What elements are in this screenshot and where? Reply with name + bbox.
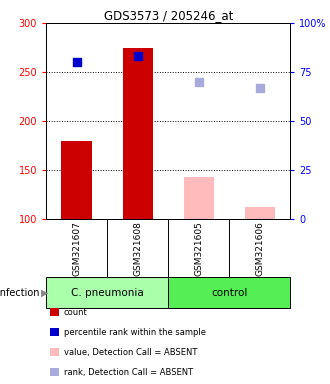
Point (135, 53, 140, 60)
Bar (61, 141, 92, 220)
Text: value, Detection Call = ABSENT: value, Detection Call = ABSENT (64, 348, 197, 357)
Text: control: control (211, 288, 248, 298)
Bar (245, 207, 275, 220)
Text: rank, Detection Call = ABSENT: rank, Detection Call = ABSENT (64, 367, 193, 377)
Bar (122, 48, 153, 220)
Text: GSM321605: GSM321605 (194, 221, 203, 276)
Text: count: count (64, 308, 87, 317)
Text: percentile rank within the sample: percentile rank within the sample (64, 328, 206, 337)
Text: GSM321607: GSM321607 (72, 221, 81, 276)
Text: GSM321606: GSM321606 (255, 221, 264, 276)
Bar (183, 177, 214, 220)
Text: C. pneumonia: C. pneumonia (71, 288, 144, 298)
Point (196, 79, 201, 85)
Point (74, 59, 79, 65)
Text: ▶: ▶ (41, 288, 48, 298)
Title: GDS3573 / 205246_at: GDS3573 / 205246_at (104, 9, 233, 22)
Point (257, 85, 263, 91)
Text: GSM321608: GSM321608 (133, 221, 142, 276)
Text: infection: infection (0, 288, 40, 298)
